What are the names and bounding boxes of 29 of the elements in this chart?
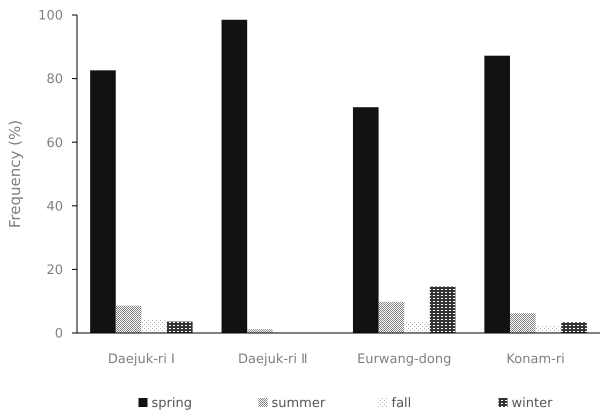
x-tick-label: Eurwang-dong <box>357 352 452 367</box>
bar <box>430 286 456 333</box>
legend-label: summer <box>272 396 326 411</box>
bar <box>536 325 562 333</box>
bar <box>561 322 587 333</box>
bar <box>378 302 404 333</box>
y-tick-label: 20 <box>46 262 63 278</box>
bar <box>247 329 273 333</box>
legend-label: fall <box>392 396 412 411</box>
legend-label: spring <box>152 396 192 411</box>
x-tick-label: Daejuk-ri Ⅰ <box>108 352 175 367</box>
y-axis-title: Frequency (%) <box>6 120 24 228</box>
bar <box>484 56 510 333</box>
bar <box>352 107 379 333</box>
bar <box>141 319 168 333</box>
x-tick-label: Daejuk-ri Ⅱ <box>238 352 308 367</box>
y-tick-label: 40 <box>46 199 63 214</box>
bar <box>116 306 142 333</box>
bar <box>404 322 430 333</box>
legend-label: winter <box>512 396 554 411</box>
x-tick-label: Konam-ri <box>506 352 565 367</box>
y-tick-label: 80 <box>46 72 63 88</box>
bar <box>222 20 248 333</box>
bar <box>510 313 536 333</box>
y-tick-label: 100 <box>38 8 63 24</box>
y-tick-label: 0 <box>54 326 63 342</box>
y-tick-label: 60 <box>46 136 63 151</box>
bar <box>90 70 116 333</box>
bar <box>167 322 193 333</box>
